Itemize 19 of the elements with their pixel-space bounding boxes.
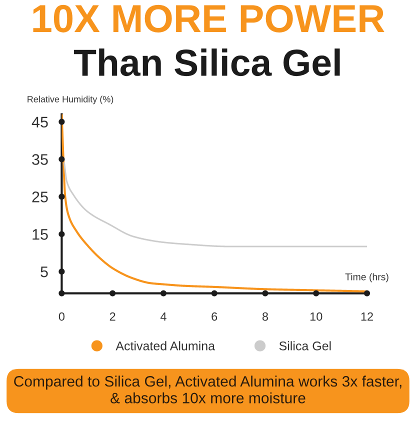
y-tick-label: 5 bbox=[40, 266, 48, 278]
y-tick-label: 45 bbox=[32, 116, 48, 128]
y-axis-title: Relative Humidity (%) bbox=[28, 96, 114, 104]
x-tick-label: 12 bbox=[361, 312, 373, 321]
legend-label: Activated Alumina bbox=[116, 341, 216, 350]
x-tick-label: 4 bbox=[160, 312, 166, 321]
x-tick-label: 6 bbox=[212, 312, 218, 321]
legend-label: Silica Gel bbox=[279, 341, 331, 350]
x-tick-label: 8 bbox=[262, 312, 268, 321]
x-axis-title: Time (hrs) bbox=[345, 273, 388, 282]
y-tick-label: 15 bbox=[32, 229, 48, 240]
x-tick-label: 10 bbox=[310, 312, 322, 321]
chart-title: 10X MORE POWER bbox=[33, 4, 384, 32]
x-tick-label: 0 bbox=[58, 312, 65, 321]
y-tick-label: 35 bbox=[32, 154, 48, 165]
x-tick-label: 2 bbox=[110, 312, 116, 321]
chart-subtitle: Than Silica Gel bbox=[74, 48, 340, 76]
text: Compared to Silica Gel, Activated Alumina works 3x faster, & absorbs 10x more moisture bbox=[14, 376, 402, 404]
y-tick-label: 25 bbox=[32, 192, 48, 202]
